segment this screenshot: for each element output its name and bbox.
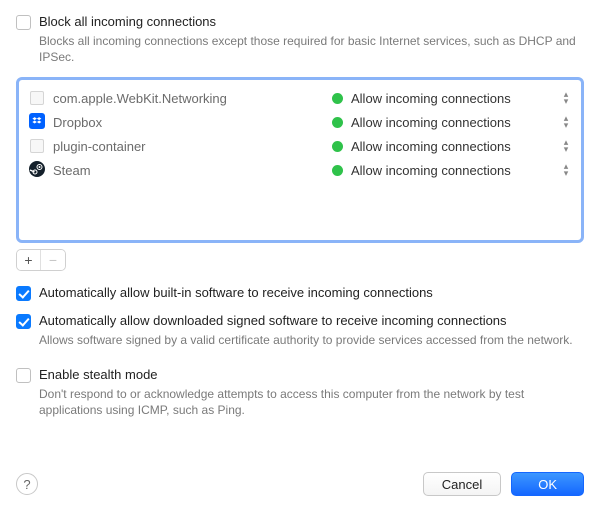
app-row[interactable]: plugin-container Allow incoming connectio… xyxy=(19,134,581,158)
status-dot-icon xyxy=(332,93,343,104)
app-row[interactable]: com.apple.WebKit.Networking Allow incomin… xyxy=(19,86,581,110)
generic-icon xyxy=(29,138,45,154)
block-all-label: Block all incoming connections xyxy=(39,14,216,29)
dialog-footer: ? Cancel OK xyxy=(16,472,584,496)
dropdown-arrows-icon[interactable]: ▴▾ xyxy=(561,163,571,177)
stealth-description: Don't respond to or acknowledge attempts… xyxy=(39,386,584,418)
remove-app-button[interactable]: − xyxy=(41,250,65,270)
generic-icon xyxy=(29,90,45,106)
dropdown-arrows-icon[interactable]: ▴▾ xyxy=(561,115,571,129)
help-button[interactable]: ? xyxy=(16,473,38,495)
app-row[interactable]: Steam Allow incoming connections ▴▾ xyxy=(19,158,581,182)
auto-signed-option: Automatically allow downloaded signed so… xyxy=(16,313,584,348)
app-row[interactable]: Dropbox Allow incoming connections ▴▾ xyxy=(19,110,581,134)
dropdown-arrows-icon[interactable]: ▴▾ xyxy=(561,91,571,105)
auto-builtin-option: Automatically allow built-in software to… xyxy=(16,285,584,301)
block-all-description: Blocks all incoming connections except t… xyxy=(39,33,584,65)
block-all-option: Block all incoming connections Blocks al… xyxy=(16,14,584,65)
app-name: Dropbox xyxy=(53,115,332,130)
cancel-button[interactable]: Cancel xyxy=(423,472,501,496)
ok-button[interactable]: OK xyxy=(511,472,584,496)
auto-signed-description: Allows software signed by a valid certif… xyxy=(39,332,584,348)
status-dot-icon xyxy=(332,117,343,128)
app-name: plugin-container xyxy=(53,139,332,154)
auto-signed-checkbox[interactable] xyxy=(16,314,31,329)
app-name: Steam xyxy=(53,163,332,178)
app-status[interactable]: Allow incoming connections xyxy=(351,115,551,130)
auto-builtin-label: Automatically allow built-in software to… xyxy=(39,285,433,300)
app-name: com.apple.WebKit.Networking xyxy=(53,91,332,106)
firewall-app-list[interactable]: com.apple.WebKit.Networking Allow incomin… xyxy=(16,77,584,243)
dropdown-arrows-icon[interactable]: ▴▾ xyxy=(561,139,571,153)
steam-icon xyxy=(29,162,45,178)
auto-builtin-checkbox[interactable] xyxy=(16,286,31,301)
status-dot-icon xyxy=(332,141,343,152)
stealth-checkbox[interactable] xyxy=(16,368,31,383)
stealth-option: Enable stealth mode Don't respond to or … xyxy=(16,367,584,418)
app-status[interactable]: Allow incoming connections xyxy=(351,139,551,154)
add-remove-group: + − xyxy=(16,249,66,271)
stealth-label: Enable stealth mode xyxy=(39,367,158,382)
block-all-checkbox[interactable] xyxy=(16,15,31,30)
auto-signed-label: Automatically allow downloaded signed so… xyxy=(39,313,507,328)
status-dot-icon xyxy=(332,165,343,176)
app-status[interactable]: Allow incoming connections xyxy=(351,163,551,178)
dropbox-icon xyxy=(29,114,45,130)
add-app-button[interactable]: + xyxy=(17,250,41,270)
app-status[interactable]: Allow incoming connections xyxy=(351,91,551,106)
